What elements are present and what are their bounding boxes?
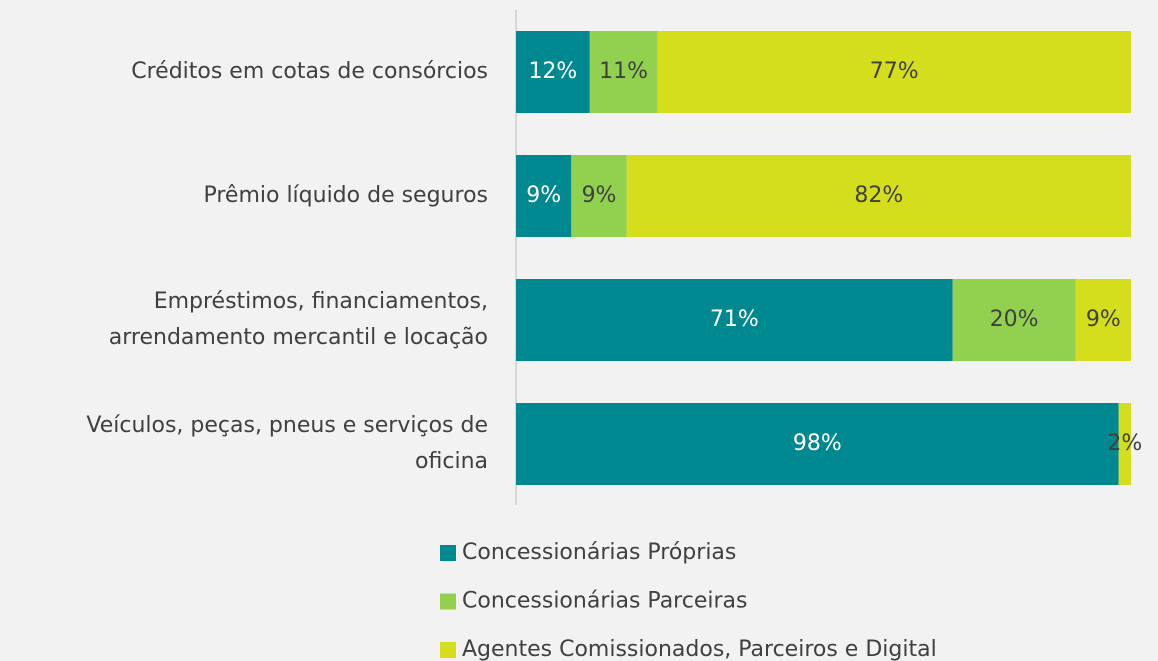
y-tick-label: Prêmio líquido de seguros — [203, 183, 488, 208]
legend-label: Concessionárias Próprias — [462, 540, 736, 565]
bar-segment — [657, 31, 1131, 113]
y-tick-label: Empréstimos, financiamentos, — [154, 289, 488, 314]
data-label: 77% — [870, 59, 919, 84]
y-tick-label: Veículos, peças, pneus e serviços de — [86, 413, 488, 438]
data-label: 82% — [854, 183, 903, 208]
bar-segment — [1118, 403, 1131, 485]
data-label: 11% — [599, 59, 648, 84]
bar-segment — [626, 155, 1131, 237]
legend-swatch — [440, 642, 456, 658]
data-label: 9% — [582, 183, 617, 208]
legend-swatch — [440, 545, 456, 561]
y-tick-label: Créditos em cotas de consórcios — [131, 59, 488, 84]
legend-swatch — [440, 593, 456, 610]
data-label: 9% — [526, 183, 561, 208]
bar-segment — [571, 155, 627, 237]
bar-segment — [589, 31, 658, 113]
bar-segment — [516, 403, 1119, 485]
data-label: 20% — [990, 307, 1039, 332]
legend-label: Agentes Comissionados, Parceiros e Digit… — [462, 637, 937, 661]
data-label: 9% — [1086, 307, 1121, 332]
bar-segment — [952, 279, 1076, 361]
data-label: 98% — [793, 431, 842, 456]
y-tick-label: oficina — [415, 449, 488, 474]
legend-label: Concessionárias Parceiras — [462, 589, 747, 614]
bar-segment — [1075, 279, 1131, 361]
data-label: 2% — [1107, 431, 1142, 456]
y-tick-label: arrendamento mercantil e locação — [109, 325, 488, 350]
data-label: 71% — [710, 307, 759, 332]
bar-segment — [516, 31, 590, 113]
bar-segment — [516, 279, 953, 361]
bar-segment — [516, 155, 572, 237]
data-label: 12% — [528, 59, 577, 84]
